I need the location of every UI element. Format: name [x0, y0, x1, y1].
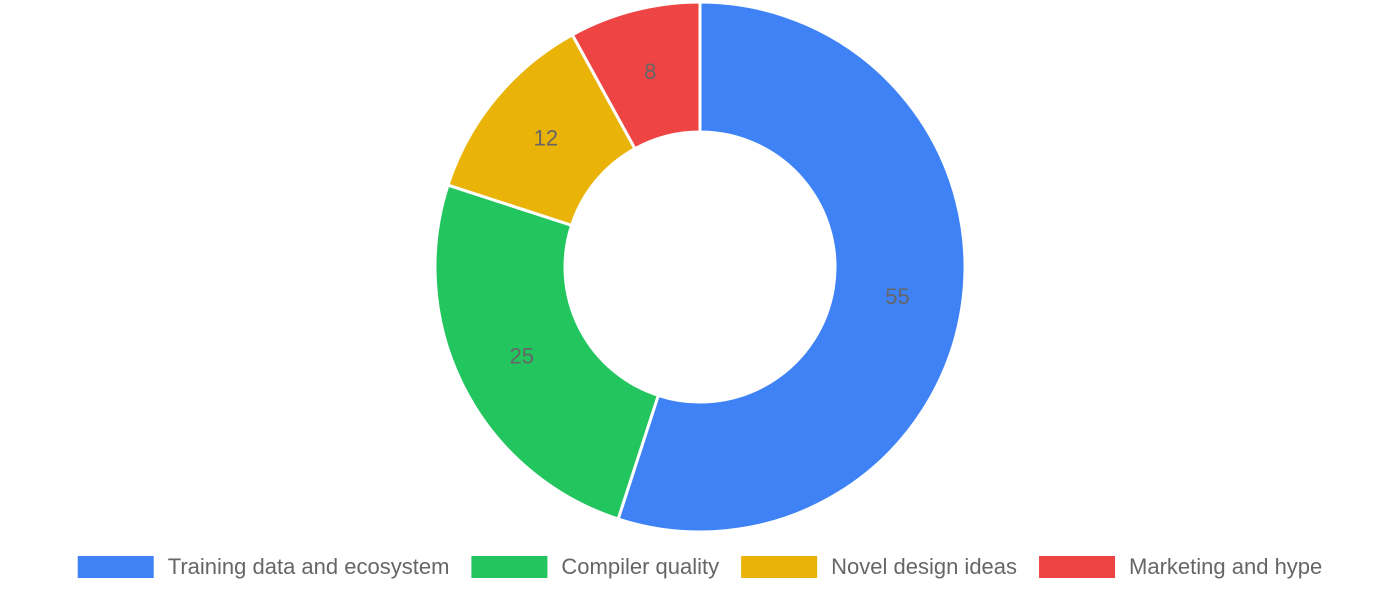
legend-swatch — [741, 556, 818, 578]
legend-label: Training data and ecosystem — [168, 554, 450, 579]
legend-swatch — [471, 556, 548, 578]
legend-swatch — [1039, 556, 1116, 578]
data-label: 55 — [885, 284, 909, 309]
legend-label: Novel design ideas — [831, 554, 1017, 579]
legend: Training data and ecosystem Compiler qual… — [77, 554, 1322, 579]
donut-segment — [433, 183, 661, 521]
legend-swatch — [77, 556, 154, 578]
data-label: 8 — [644, 59, 656, 84]
donut-segment — [570, 0, 702, 151]
legend-label: Compiler quality — [561, 554, 719, 579]
legend-label: Marketing and hype — [1129, 554, 1322, 579]
data-label: 25 — [510, 344, 534, 369]
data-label: 12 — [534, 125, 558, 150]
donut-segment — [616, 0, 967, 534]
